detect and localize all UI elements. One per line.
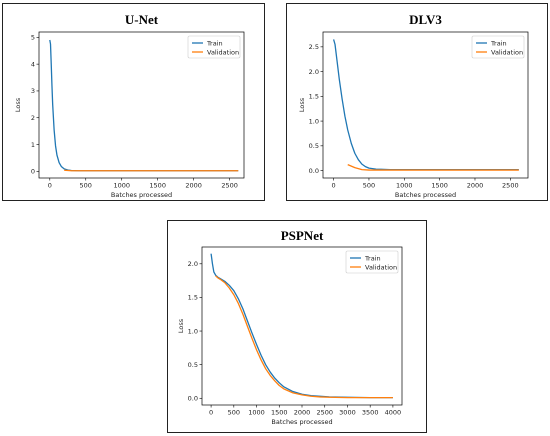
x-tick-label: 2000 [185,182,202,190]
legend-label-validation: Validation [365,263,397,271]
legend-label-train: Train [490,39,507,47]
plot-area [38,31,245,179]
chart-title: PSPNet [281,228,324,243]
legend-label-validation: Validation [207,48,239,56]
x-tick-label: 3000 [339,409,356,417]
y-tick-label: 5 [31,34,35,42]
x-tick-label: 1500 [271,409,288,417]
y-axis-label: Loss [177,318,185,333]
x-tick-label: 500 [80,182,92,190]
x-tick-label: 1000 [396,182,413,190]
chart-title: U-Net [125,12,159,27]
x-tick-label: 500 [228,409,240,417]
y-tick-label: 2.5 [309,43,319,51]
y-axis-label: Loss [298,97,306,112]
chart-panel-unet: U-Net 0 500 1000 1500 2000 2500 0 1 2 3 4 5 Batches p… [2,3,265,201]
legend-label-validation: Validation [491,48,523,56]
x-tick-label: 2500 [502,182,519,190]
chart-svg-dlv3: DLV3 0 500 1000 1500 2000 2500 0.0 0.5 1.0 1.5 2.0 2… [298,12,529,199]
x-tick-label: 0 [48,182,52,190]
chart-panel-dlv3: DLV3 0 500 1000 1500 2000 2500 0.0 0.5 1.0 1.5 2.0 2… [286,3,548,201]
series-line-train [332,39,519,171]
legend-label-train: Train [206,39,223,47]
y-tick-label: 1.0 [188,327,198,335]
x-tick-label: 2000 [467,182,484,190]
x-tick-label: 4000 [385,409,402,417]
x-tick-label: 1500 [149,182,166,190]
y-tick-label: 0 [31,168,35,176]
y-tick-label: 4 [31,60,35,68]
y-tick-label: 3 [31,87,35,95]
x-tick-label: 0 [332,182,336,190]
series-line-validation [215,275,393,399]
series-line-validation [64,169,239,172]
y-tick-label: 1.5 [309,93,319,101]
x-tick-label: 1500 [431,182,448,190]
y-tick-label: 0.0 [188,395,198,403]
x-tick-label: 0 [209,409,213,417]
y-tick-label: 2 [31,114,35,122]
y-tick-label: 0.0 [309,167,319,175]
y-tick-label: 0.5 [309,142,319,150]
x-tick-label: 2000 [294,409,311,417]
plot-area [322,31,529,179]
y-tick-label: 1 [31,141,35,149]
legend-label-train: Train [364,254,381,262]
y-tick-label: 2.0 [309,68,319,76]
chart-panel-pspnet: PSPNet 0 500 1000 1500 2000 2500 3000 3500 4000 0.… [167,220,427,433]
x-tick-label: 1000 [113,182,130,190]
chart-title: DLV3 [409,12,442,27]
x-tick-label: 1000 [248,409,265,417]
y-tick-label: 2.0 [188,260,198,268]
x-axis-label: Batches processed [111,191,172,199]
x-axis-label: Batches processed [395,191,456,199]
series-line-validation [347,164,519,171]
x-tick-label: 3500 [362,409,379,417]
x-axis-label: Batches processed [271,418,332,426]
y-tick-label: 1.0 [309,117,319,125]
y-tick-label: 1.5 [188,294,198,302]
x-tick-label: 500 [363,182,375,190]
x-tick-label: 2500 [316,409,333,417]
chart-svg-unet: U-Net 0 500 1000 1500 2000 2500 0 1 2 3 4 5 Batches p… [14,12,245,199]
series-line-train [49,39,239,172]
y-axis-label: Loss [14,97,22,112]
x-tick-label: 2500 [221,182,238,190]
series-line-train [210,253,393,399]
chart-svg-pspnet: PSPNet 0 500 1000 1500 2000 2500 3000 3500 4000 0.… [177,228,403,426]
y-tick-label: 0.5 [188,361,198,369]
